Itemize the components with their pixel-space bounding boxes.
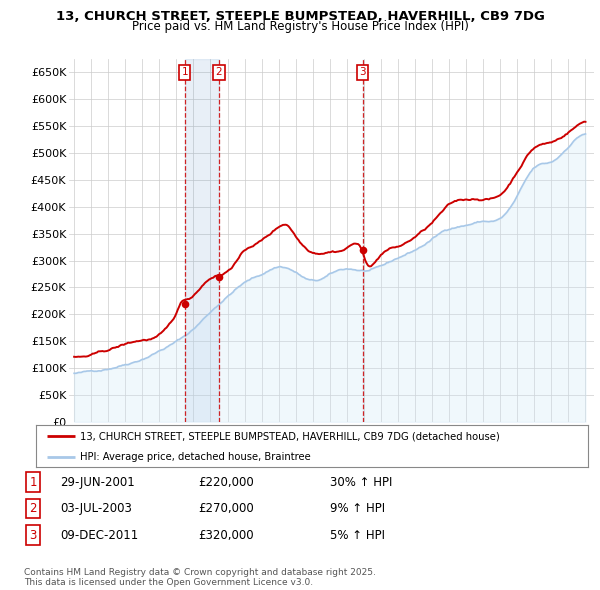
Text: 9% ↑ HPI: 9% ↑ HPI [330, 502, 385, 515]
Text: 03-JUL-2003: 03-JUL-2003 [60, 502, 132, 515]
Text: £320,000: £320,000 [198, 529, 254, 542]
Text: £220,000: £220,000 [198, 476, 254, 489]
Text: 13, CHURCH STREET, STEEPLE BUMPSTEAD, HAVERHILL, CB9 7DG: 13, CHURCH STREET, STEEPLE BUMPSTEAD, HA… [56, 10, 544, 23]
Text: 5% ↑ HPI: 5% ↑ HPI [330, 529, 385, 542]
Text: 1: 1 [29, 476, 37, 489]
Text: HPI: Average price, detached house, Braintree: HPI: Average price, detached house, Brai… [80, 452, 311, 461]
Text: Contains HM Land Registry data © Crown copyright and database right 2025.
This d: Contains HM Land Registry data © Crown c… [24, 568, 376, 587]
Text: 2: 2 [29, 502, 37, 515]
Text: 13, CHURCH STREET, STEEPLE BUMPSTEAD, HAVERHILL, CB9 7DG (detached house): 13, CHURCH STREET, STEEPLE BUMPSTEAD, HA… [80, 431, 500, 441]
Text: 30% ↑ HPI: 30% ↑ HPI [330, 476, 392, 489]
Text: 29-JUN-2001: 29-JUN-2001 [60, 476, 135, 489]
Text: 3: 3 [359, 67, 366, 77]
Text: 09-DEC-2011: 09-DEC-2011 [60, 529, 138, 542]
Text: 1: 1 [181, 67, 188, 77]
Text: Price paid vs. HM Land Registry's House Price Index (HPI): Price paid vs. HM Land Registry's House … [131, 20, 469, 33]
Text: 2: 2 [215, 67, 223, 77]
Text: £270,000: £270,000 [198, 502, 254, 515]
Text: 3: 3 [29, 529, 37, 542]
Bar [185, 59, 219, 422]
